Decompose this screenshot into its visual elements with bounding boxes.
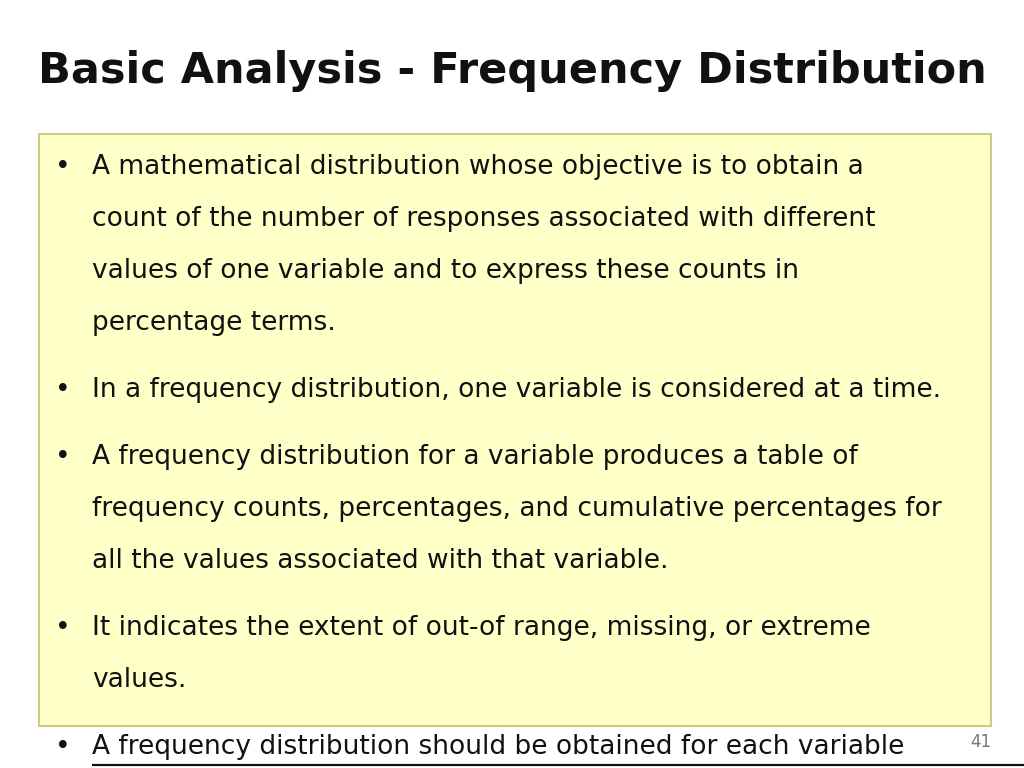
- Text: •: •: [54, 615, 71, 641]
- Text: A frequency distribution for a variable produces a table of: A frequency distribution for a variable …: [92, 444, 858, 470]
- Text: •: •: [54, 734, 71, 760]
- Text: In a frequency distribution, one variable is considered at a time.: In a frequency distribution, one variabl…: [92, 377, 941, 403]
- Text: frequency counts, percentages, and cumulative percentages for: frequency counts, percentages, and cumul…: [92, 496, 942, 522]
- Text: all the values associated with that variable.: all the values associated with that vari…: [92, 548, 669, 574]
- FancyBboxPatch shape: [39, 134, 991, 726]
- Text: A mathematical distribution whose objective is to obtain a: A mathematical distribution whose object…: [92, 154, 864, 180]
- Text: •: •: [54, 444, 71, 470]
- Text: count of the number of responses associated with different: count of the number of responses associa…: [92, 206, 876, 232]
- Text: values.: values.: [92, 667, 186, 694]
- Text: •: •: [54, 377, 71, 403]
- Text: Basic Analysis - Frequency Distribution: Basic Analysis - Frequency Distribution: [38, 50, 986, 92]
- Text: •: •: [54, 154, 71, 180]
- Text: A frequency distribution should be obtained for each variable: A frequency distribution should be obtai…: [92, 734, 904, 760]
- Text: 41: 41: [970, 733, 991, 751]
- Text: percentage terms.: percentage terms.: [92, 310, 336, 336]
- Text: It indicates the extent of out-of range, missing, or extreme: It indicates the extent of out-of range,…: [92, 615, 870, 641]
- Text: values of one variable and to express these counts in: values of one variable and to express th…: [92, 258, 799, 284]
